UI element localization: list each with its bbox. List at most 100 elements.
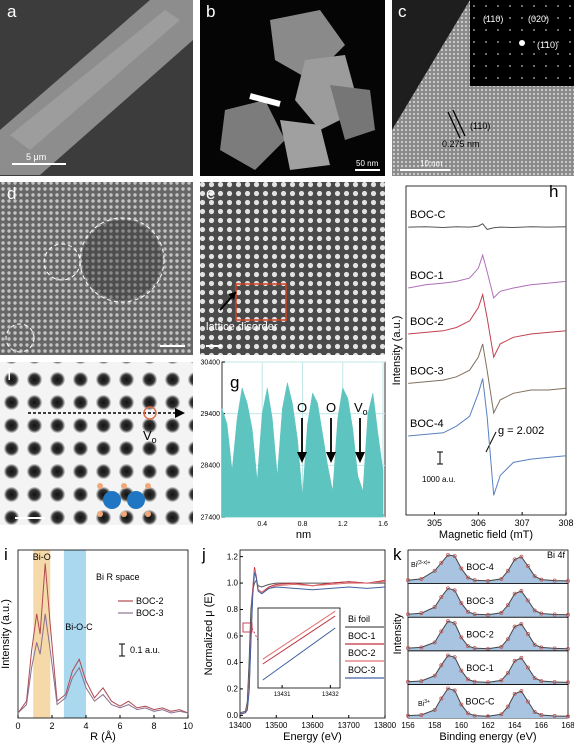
legend-label: Bi foil	[348, 614, 370, 624]
data-point	[486, 646, 490, 651]
panel-label: h	[549, 182, 558, 201]
y-tick-label: 0.2	[227, 685, 239, 694]
series-label: BOC-2	[466, 629, 494, 639]
data-point	[499, 610, 504, 615]
text: o	[152, 435, 157, 445]
series-line	[407, 687, 569, 717]
x-tick-label: 305	[427, 518, 442, 528]
data-point	[512, 691, 517, 696]
y-tick-label: 1.2	[227, 552, 239, 561]
data-point	[519, 655, 524, 660]
panel-label: c	[398, 2, 407, 21]
plot-frame	[257, 607, 341, 689]
x-tick-label: 308	[558, 518, 573, 528]
text: Bi	[418, 701, 425, 708]
data-point	[439, 696, 444, 701]
data-point	[539, 645, 544, 650]
x-tick-label: 13700	[338, 721, 361, 730]
series-line	[17, 613, 189, 714]
data-point	[472, 612, 477, 617]
panel-label: d	[7, 184, 16, 203]
series-label: BOC-4	[410, 418, 444, 430]
y-axis-label: Intensity	[392, 613, 404, 654]
data-point	[459, 566, 464, 571]
annotation: Bi3+	[418, 699, 430, 708]
series-line	[17, 563, 189, 714]
band	[63, 550, 86, 718]
panel-label: k	[393, 545, 402, 564]
data-point	[439, 663, 444, 668]
x-tick-label: 168	[561, 721, 574, 730]
panel-f: Vo f	[0, 362, 193, 525]
data-point	[446, 553, 450, 557]
fit-area	[408, 655, 568, 685]
data-point	[459, 702, 464, 707]
data-point	[499, 678, 504, 683]
x-tick-label: 160	[455, 721, 469, 730]
series-line	[407, 554, 569, 582]
x-axis-label: Binding energy (eV)	[439, 731, 536, 743]
data-point	[519, 689, 524, 694]
data-point	[446, 653, 450, 658]
data-point	[406, 578, 410, 583]
data-point	[406, 679, 410, 684]
data-point	[432, 568, 437, 573]
series-line	[262, 627, 336, 681]
data-point	[439, 595, 444, 599]
series-line	[407, 654, 569, 683]
panel-label: b	[206, 2, 215, 21]
data-point	[419, 611, 424, 616]
x-tick-label: 306	[471, 518, 486, 528]
panel-a: 5 μm a	[0, 0, 193, 176]
band-label: Bi-O-C	[65, 622, 93, 632]
data-point	[566, 646, 570, 651]
scale-label: 5 μm	[26, 152, 46, 162]
data-point	[466, 644, 470, 649]
data-point	[466, 711, 470, 716]
series-label: BOC-2	[410, 316, 444, 328]
data-point	[459, 668, 464, 673]
legend-label: BOC-3	[348, 665, 376, 675]
x-tick-label: 162	[481, 721, 495, 730]
annotation: 0.1 a.u.	[130, 645, 160, 655]
band-label: Bi-O	[33, 552, 51, 562]
data-point	[486, 578, 490, 583]
text: (3-x)+	[417, 560, 430, 566]
annotation: Bi 4f	[547, 550, 566, 560]
data-point	[566, 612, 570, 617]
data-point	[486, 612, 490, 617]
y-tick-label: 28400	[201, 463, 221, 470]
data-point	[466, 609, 470, 614]
panel-label: a	[7, 2, 17, 21]
data-point	[506, 603, 510, 608]
fit-area	[408, 688, 568, 718]
data-point	[506, 671, 510, 675]
fit-area	[408, 621, 568, 651]
data-point	[519, 589, 524, 593]
data-point	[526, 632, 530, 636]
text: o	[363, 407, 368, 417]
x-axis-label: nm	[296, 529, 311, 541]
y-tick-label: 29400	[201, 411, 221, 418]
x-tick-label: 307	[515, 518, 530, 528]
x-axis-label: Energy (eV)	[283, 731, 342, 743]
x-tick-label: 1.2	[338, 521, 348, 528]
series-line	[262, 615, 336, 665]
data-point	[439, 629, 444, 634]
series-label: BOC-4	[466, 562, 494, 572]
data-point	[566, 714, 570, 719]
y-tick-label: 0.4	[227, 658, 239, 667]
data-point	[406, 612, 410, 617]
x-tick-label: 13400	[229, 721, 252, 730]
data-point	[452, 655, 457, 660]
data-point	[432, 640, 437, 645]
annotation: Vo	[354, 400, 368, 417]
data-point	[452, 688, 457, 693]
panel-c: (110) (020) (1̄10) (110) 0.275 nm 10 nm …	[392, 0, 574, 176]
text: Bi	[411, 562, 418, 569]
annotation: lattice disorder	[206, 321, 278, 333]
y-tick-label: 0.8	[227, 605, 239, 614]
data-point	[526, 699, 530, 704]
data-point	[526, 598, 530, 603]
data-point	[459, 601, 464, 606]
